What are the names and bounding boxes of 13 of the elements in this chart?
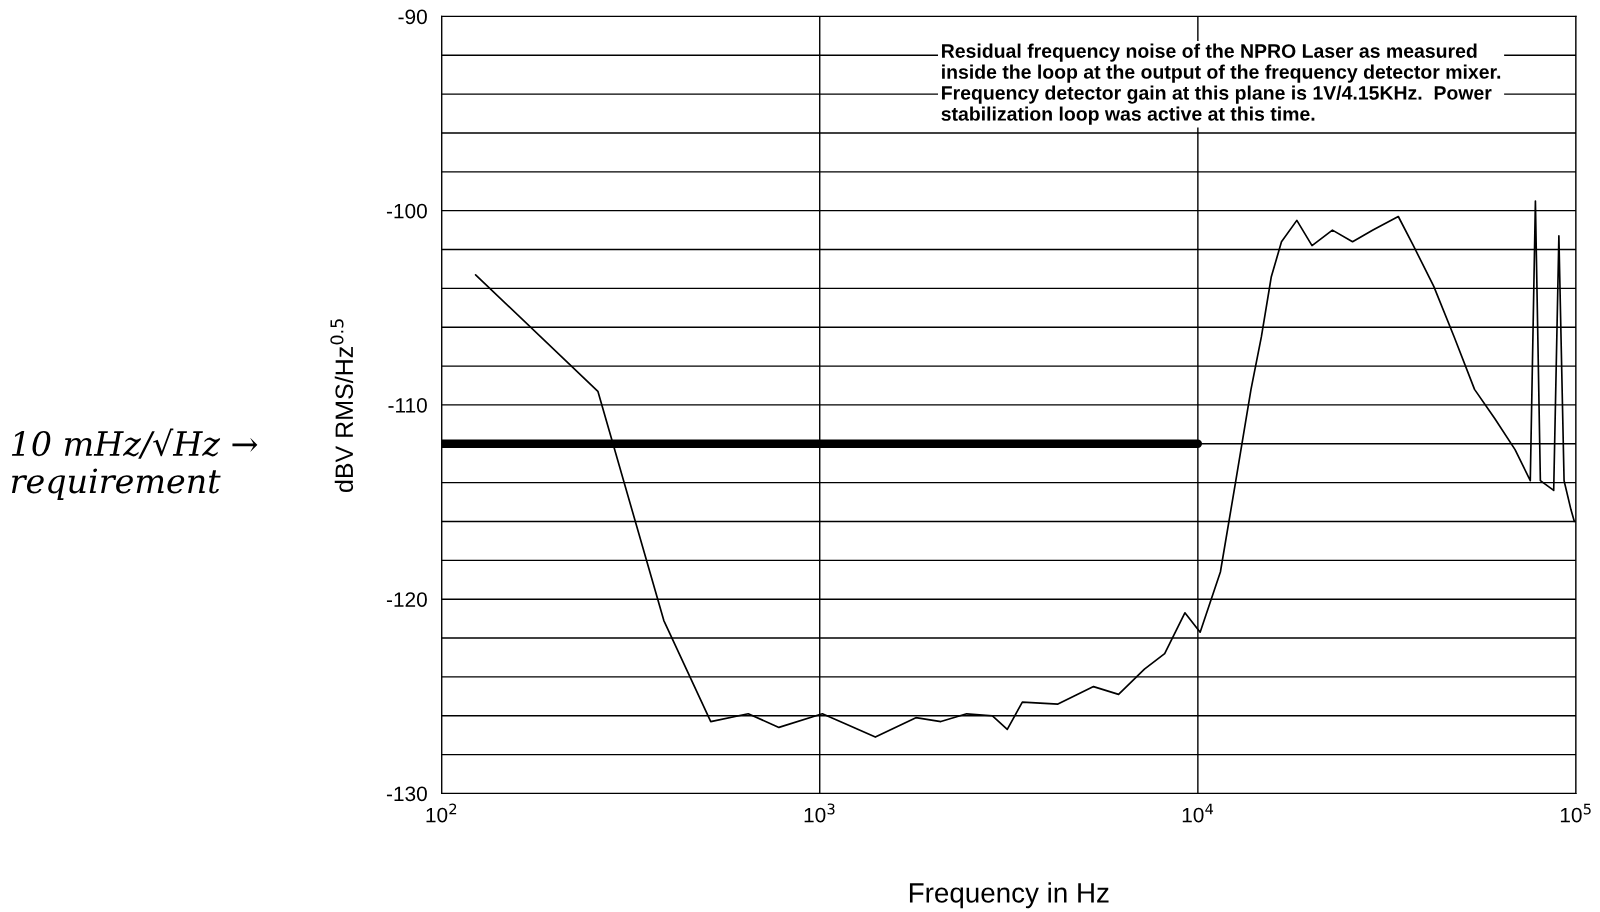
text: 10 mHz/√Hz → requirement: [11, 428, 258, 500]
x-tick-label: 10$^{2}$: [426, 803, 457, 823]
x-tick-label: 10$^{5}$: [1560, 803, 1591, 823]
y-tick-label: -110: [388, 397, 427, 413]
x-axis-title: Frequency in Hz: [909, 882, 1109, 909]
x-tick-label: 10$^{3}$: [804, 803, 835, 823]
annotation: Residual frequency noise of the NPRO Laser as measured inside the loop at the output of the frequency detector mixer. Frequency detector gain at this plane is 1V/4.15KHz. Power stabilization loop was active at this time.: [941, 43, 1501, 125]
y-tick-label: -100: [386, 203, 427, 219]
y-axis-title: dBV RMS/Hz$^{0.5}$: [330, 319, 354, 492]
x-tick-label: 10$^{4}$: [1182, 803, 1214, 823]
y-tick-label: -90: [398, 9, 427, 25]
y-tick-label: -120: [386, 592, 427, 607]
y-tick-label: -130: [386, 786, 427, 802]
